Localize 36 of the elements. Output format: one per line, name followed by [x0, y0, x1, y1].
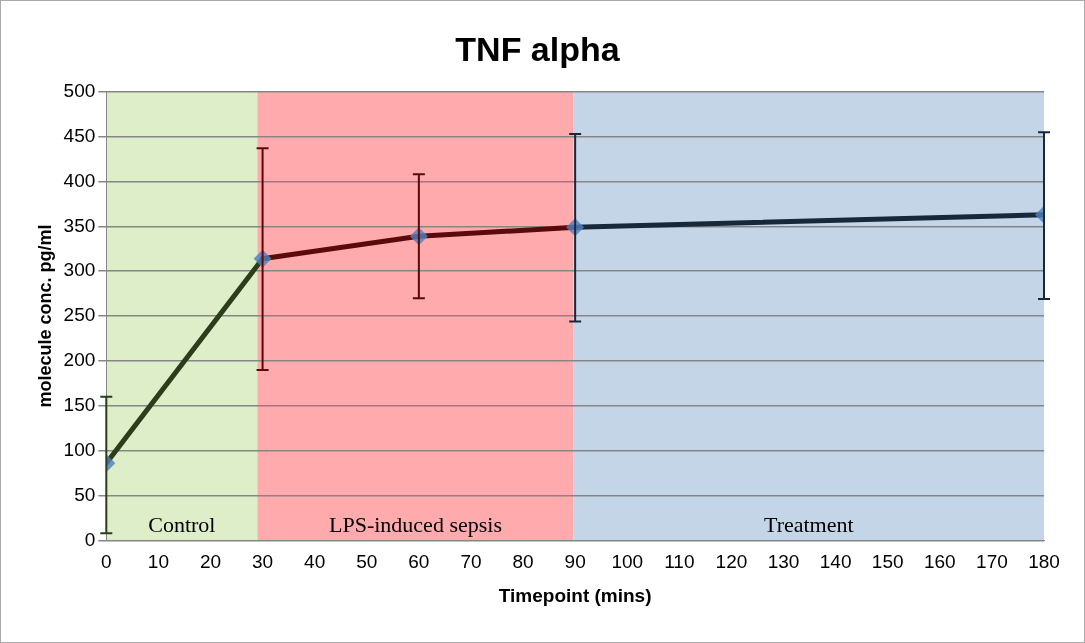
- band-label: LPS-induced sepsis: [329, 512, 502, 538]
- x-tick-label: 10: [147, 551, 169, 573]
- y-tick-label: 350: [63, 214, 96, 236]
- x-tick-label: 20: [199, 551, 222, 573]
- x-tick-label: 90: [564, 551, 586, 573]
- x-tick-label: 30: [252, 551, 274, 573]
- y-tick-label: 0: [84, 528, 96, 550]
- x-tick-label: 40: [304, 551, 326, 573]
- x-tick-label: 180: [1028, 551, 1060, 573]
- y-tick-label: 450: [63, 124, 96, 146]
- x-tick-label: 70: [460, 551, 482, 573]
- x-tick-label: 140: [819, 551, 852, 573]
- x-tick-label: 60: [408, 551, 430, 573]
- x-tick-label: 100: [611, 551, 644, 573]
- x-axis-title: Timepoint (mins): [498, 584, 652, 606]
- x-tick-label: 80: [512, 551, 534, 573]
- y-tick-label: 300: [63, 259, 96, 281]
- x-tick-label: 170: [976, 551, 1008, 573]
- y-tick-label: 200: [63, 349, 96, 371]
- x-tick-label: 150: [871, 551, 904, 573]
- y-tick-label: 50: [74, 483, 96, 505]
- chart-title: TNF alpha: [455, 29, 621, 68]
- x-tick-label: 130: [767, 551, 800, 573]
- band-label: Treatment: [763, 512, 854, 538]
- y-tick-label: 250: [63, 304, 96, 326]
- band-label: Control: [148, 512, 216, 538]
- x-tick-label: 120: [715, 551, 748, 573]
- y-tick-label: 400: [63, 169, 96, 191]
- y-tick-label: 150: [63, 394, 96, 416]
- x-tick-label: 160: [923, 551, 956, 573]
- x-tick-label: 110: [664, 551, 695, 573]
- x-tick-label: 50: [356, 551, 378, 573]
- y-tick-label: 100: [63, 438, 96, 460]
- y-tick-label: 500: [63, 80, 96, 102]
- y-axis-title: molecule conc. pg/ml: [34, 224, 55, 408]
- x-tick-label: 0: [101, 551, 112, 573]
